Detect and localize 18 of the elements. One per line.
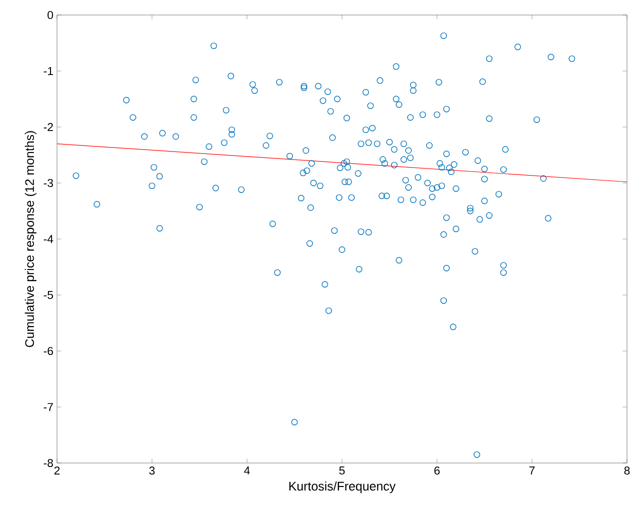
x-tick-label: 2 xyxy=(54,466,60,475)
x-tick-label: 6 xyxy=(434,466,440,475)
y-tick-label: -4 xyxy=(44,235,54,243)
x-tick-label: 4 xyxy=(244,466,250,474)
y-tick-label: -6 xyxy=(44,346,53,356)
x-axis-title: Kurtosis/Frequency xyxy=(289,481,396,494)
y-tick-label: -3 xyxy=(44,178,53,188)
y-tick-label: -7 xyxy=(44,403,53,411)
y-axis-title: Cumulative price response (12 months) xyxy=(24,131,36,348)
x-tick-label: 3 xyxy=(149,466,155,475)
y-tick-label: -5 xyxy=(44,291,53,299)
y-tick-label: 0 xyxy=(48,10,54,20)
x-tick-label: 8 xyxy=(624,466,630,475)
x-tick-label: 7 xyxy=(529,466,535,474)
y-tick-label: -1 xyxy=(44,67,53,75)
y-tick-label: -2 xyxy=(44,123,53,132)
y-tick-label: -8 xyxy=(44,458,53,468)
x-tick-label: 5 xyxy=(339,466,345,475)
